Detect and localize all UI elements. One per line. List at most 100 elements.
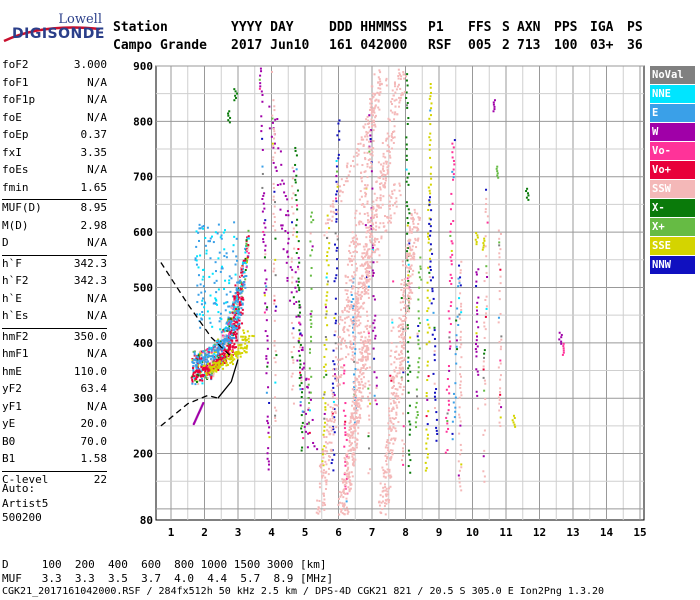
- echo-point: [226, 329, 229, 332]
- echo-point: [197, 359, 200, 362]
- echo-point: [459, 276, 462, 279]
- echo-point: [220, 347, 223, 350]
- echo-point: [342, 505, 345, 508]
- echo-point: [226, 363, 229, 366]
- echo-point: [373, 371, 376, 374]
- echo-point: [381, 142, 384, 145]
- echo-point: [429, 260, 432, 263]
- echo-point: [499, 232, 502, 235]
- echo-point: [390, 456, 393, 459]
- echo-point: [334, 410, 337, 413]
- echo-point: [210, 372, 213, 375]
- echo-point: [400, 308, 403, 311]
- echo-point: [380, 82, 383, 85]
- echo-point: [345, 500, 348, 503]
- echo-point: [260, 130, 263, 133]
- echo-point: [355, 416, 358, 419]
- echo-point: [451, 151, 454, 154]
- echo-point: [408, 212, 411, 215]
- echo-point: [383, 183, 386, 186]
- echo-point: [205, 376, 208, 379]
- echo-point: [207, 355, 210, 358]
- echo-point: [394, 395, 397, 398]
- echo-point: [353, 255, 356, 258]
- echo-point: [378, 240, 381, 243]
- echo-point: [268, 436, 271, 439]
- echo-point: [347, 174, 350, 177]
- echo-point: [354, 396, 357, 399]
- echo-point: [429, 86, 432, 89]
- echo-point: [498, 252, 501, 255]
- echo-point: [459, 380, 462, 383]
- echo-point: [334, 297, 337, 300]
- echo-point: [395, 200, 398, 203]
- echo-point: [231, 356, 234, 359]
- echo-point: [229, 330, 232, 333]
- echo-point: [363, 330, 366, 333]
- echo-point: [203, 358, 206, 361]
- echo-point: [377, 99, 380, 102]
- echo-point: [262, 194, 265, 197]
- iga-value: 03+: [590, 38, 614, 53]
- x-tick-label: 10: [466, 526, 479, 539]
- echo-point: [227, 349, 230, 352]
- echo-point: [357, 402, 360, 405]
- echo-point: [394, 416, 397, 419]
- echo-point: [429, 218, 432, 221]
- echo-point: [363, 248, 366, 251]
- echo-point: [433, 391, 436, 394]
- echo-point: [402, 293, 405, 296]
- y-tick-label: 500: [133, 281, 153, 294]
- echo-point: [452, 401, 455, 404]
- echo-point: [382, 486, 385, 489]
- echo-point: [216, 232, 219, 235]
- echo-point: [456, 315, 459, 318]
- echo-point: [211, 272, 214, 275]
- echo-point: [386, 490, 389, 493]
- echo-point: [403, 284, 406, 287]
- echo-point: [267, 468, 270, 471]
- echo-point: [335, 347, 338, 350]
- echo-point: [200, 369, 203, 372]
- echo-point: [308, 367, 311, 370]
- echo-point: [387, 501, 390, 504]
- echo-point: [200, 365, 203, 368]
- p1-value: RSF: [428, 38, 452, 53]
- echo-point: [476, 345, 479, 348]
- echo-point: [295, 315, 298, 318]
- echo-point: [198, 239, 201, 242]
- echo-point: [325, 479, 328, 482]
- echo-point: [411, 217, 414, 220]
- echo-point: [483, 389, 486, 392]
- echo-point: [192, 423, 195, 426]
- echo-point: [297, 350, 300, 353]
- echo-point: [244, 346, 247, 349]
- echo-point: [446, 420, 449, 423]
- echo-point: [408, 242, 411, 245]
- echo-point: [349, 479, 352, 482]
- echo-point: [294, 286, 297, 289]
- echo-point: [369, 140, 372, 143]
- echo-point: [417, 216, 420, 219]
- echo-point: [329, 419, 332, 422]
- echo-point: [215, 369, 218, 372]
- echo-point: [337, 503, 340, 506]
- echo-point: [354, 307, 357, 310]
- echo-point: [349, 343, 352, 346]
- echo-point: [242, 284, 245, 287]
- echo-point: [459, 373, 462, 376]
- echo-point: [447, 427, 450, 430]
- echo-point: [252, 335, 255, 338]
- echo-point: [369, 219, 372, 222]
- echo-point: [368, 418, 371, 421]
- echo-point: [444, 451, 447, 454]
- echo-point: [450, 222, 453, 225]
- echo-point: [330, 429, 333, 432]
- echo-point: [387, 135, 390, 138]
- echo-point: [446, 378, 449, 381]
- echo-point: [340, 178, 343, 181]
- echo-point: [235, 332, 238, 335]
- echo-point: [297, 341, 300, 344]
- echo-point: [344, 492, 347, 495]
- echo-point: [324, 471, 327, 474]
